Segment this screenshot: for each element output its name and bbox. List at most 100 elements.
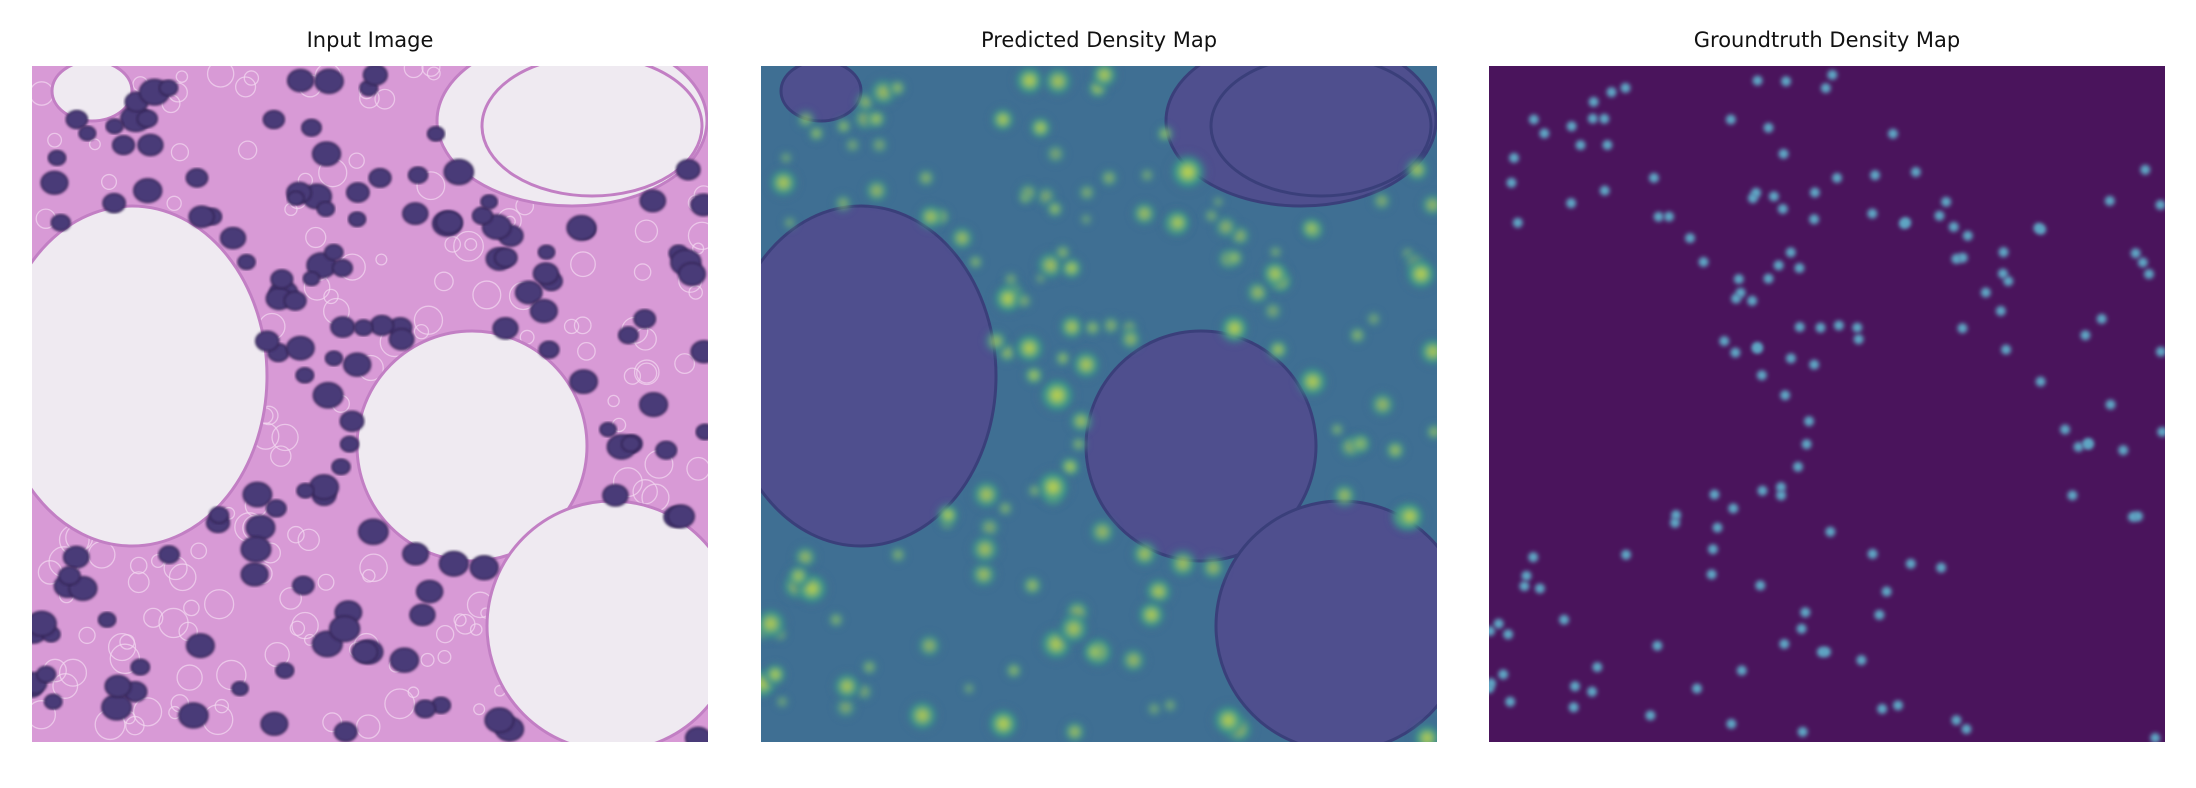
groundtruth-dot bbox=[2060, 424, 2071, 435]
cell-nucleus bbox=[599, 421, 617, 438]
predicted-density-peak bbox=[781, 214, 799, 232]
groundtruth-dot bbox=[1489, 625, 1496, 636]
cell-nucleus bbox=[678, 262, 706, 287]
cell-nucleus bbox=[32, 610, 57, 637]
predicted-density-peak bbox=[761, 660, 789, 689]
groundtruth-dot bbox=[2035, 376, 2046, 387]
groundtruth-dot bbox=[1867, 548, 1878, 559]
groundtruth-dot bbox=[2096, 313, 2107, 324]
groundtruth-dot bbox=[1652, 640, 1663, 651]
groundtruth-dot bbox=[1773, 260, 1784, 271]
predicted-density-peak bbox=[1117, 644, 1150, 677]
groundtruth-dot bbox=[2118, 445, 2129, 456]
cell-nucleus bbox=[569, 369, 598, 394]
groundtruth-dot bbox=[1645, 710, 1656, 721]
cell-nucleus bbox=[245, 514, 276, 541]
groundtruth-dot bbox=[1853, 334, 1864, 345]
groundtruth-dot bbox=[1816, 647, 1827, 658]
groundtruth-dot bbox=[1559, 614, 1570, 625]
cell-nucleus bbox=[302, 270, 321, 287]
groundtruth-dot bbox=[1620, 82, 1631, 93]
cell-nucleus bbox=[409, 603, 436, 627]
predicted-density-peak bbox=[1258, 256, 1292, 291]
cell-nucleus bbox=[566, 214, 597, 241]
groundtruth-dot bbox=[1832, 172, 1843, 183]
groundtruth-dot bbox=[1528, 552, 1539, 563]
groundtruth-dot bbox=[1606, 87, 1617, 98]
cell-nucleus bbox=[675, 159, 701, 181]
groundtruth-dot bbox=[1671, 510, 1682, 521]
predicted-density-peak bbox=[1087, 66, 1121, 92]
cell-nucleus bbox=[471, 206, 494, 225]
cell-nucleus bbox=[639, 392, 669, 418]
cell-nucleus bbox=[262, 109, 286, 130]
cell-nucleus bbox=[690, 340, 708, 364]
groundtruth-dot bbox=[2144, 269, 2155, 280]
groundtruth-dot bbox=[1785, 247, 1796, 258]
groundtruth-dot bbox=[2155, 199, 2165, 210]
cell-nucleus bbox=[237, 254, 256, 270]
groundtruth-dot bbox=[1951, 715, 1962, 726]
groundtruth-dot bbox=[1910, 167, 1921, 178]
predicted-density-peak bbox=[967, 558, 1000, 591]
groundtruth-dot bbox=[1528, 114, 1539, 125]
cell-nucleus bbox=[65, 109, 89, 130]
predicted-density-peak bbox=[1208, 700, 1249, 741]
groundtruth-dot bbox=[1663, 211, 1674, 222]
predicted-density-peak bbox=[1021, 363, 1047, 388]
groundtruth-dot bbox=[1936, 562, 1947, 573]
groundtruth-dot bbox=[1569, 681, 1580, 692]
cell-nucleus bbox=[97, 611, 117, 628]
predicted-density-peak bbox=[1043, 198, 1066, 220]
predicted-density-peak bbox=[1137, 165, 1157, 185]
cell-nucleus bbox=[331, 458, 351, 476]
predicted-density-peak bbox=[1267, 243, 1284, 261]
predicted-density-peak bbox=[842, 135, 863, 156]
groundtruth-dot bbox=[1726, 718, 1737, 729]
cell-nucleus bbox=[347, 211, 367, 228]
cell-nucleus bbox=[331, 258, 353, 278]
groundtruth-dot bbox=[1870, 170, 1881, 181]
cell-nucleus bbox=[415, 579, 444, 604]
predicted-density-peak bbox=[1078, 211, 1094, 228]
cell-nucleus bbox=[185, 168, 209, 188]
cell-nucleus bbox=[469, 555, 499, 581]
predicted-density-peak bbox=[914, 630, 945, 661]
groundtruth-dot bbox=[2033, 222, 2044, 233]
groundtruth-dot bbox=[1777, 203, 1788, 214]
groundtruth-dot bbox=[1587, 113, 1598, 124]
groundtruth-dot bbox=[1997, 268, 2008, 279]
groundtruth-dot bbox=[1877, 703, 1888, 714]
cell-nucleus bbox=[136, 109, 158, 128]
cell-nucleus bbox=[407, 166, 429, 184]
predicted-density-peak bbox=[1349, 433, 1371, 455]
predicted-density-map bbox=[761, 66, 1437, 742]
groundtruth-dot bbox=[1498, 669, 1509, 680]
input-image bbox=[32, 66, 708, 742]
groundtruth-dot bbox=[2001, 344, 2012, 355]
groundtruth-dot bbox=[1779, 638, 1790, 649]
groundtruth-dot bbox=[1948, 221, 1959, 232]
cell-nucleus bbox=[346, 182, 370, 203]
groundtruth-dot bbox=[1825, 526, 1836, 537]
cell-nucleus bbox=[620, 435, 641, 453]
predicted-density-peak bbox=[1265, 336, 1292, 363]
groundtruth-dot bbox=[1653, 211, 1664, 222]
predicted-density-peak bbox=[1068, 346, 1105, 383]
predicted-density-peak bbox=[831, 191, 855, 215]
predicted-density-peak bbox=[914, 166, 938, 190]
groundtruth-dot bbox=[2140, 164, 2151, 175]
groundtruth-dot bbox=[1827, 69, 1838, 80]
predicted-density-peak bbox=[765, 164, 802, 201]
groundtruth-dot bbox=[1534, 583, 1545, 594]
predicted-density-peak bbox=[1128, 537, 1161, 571]
groundtruth-dot bbox=[1599, 185, 1610, 196]
groundtruth-dot bbox=[2073, 441, 2084, 452]
groundtruth-dot bbox=[1719, 336, 1730, 347]
cell-nucleus bbox=[655, 440, 678, 460]
groundtruth-dot bbox=[1804, 416, 1815, 427]
predicted-density-peak bbox=[1081, 316, 1104, 339]
input-image-title: Input Image bbox=[306, 28, 434, 52]
cell-nucleus bbox=[40, 170, 69, 195]
groundtruth-dot bbox=[1685, 233, 1696, 244]
